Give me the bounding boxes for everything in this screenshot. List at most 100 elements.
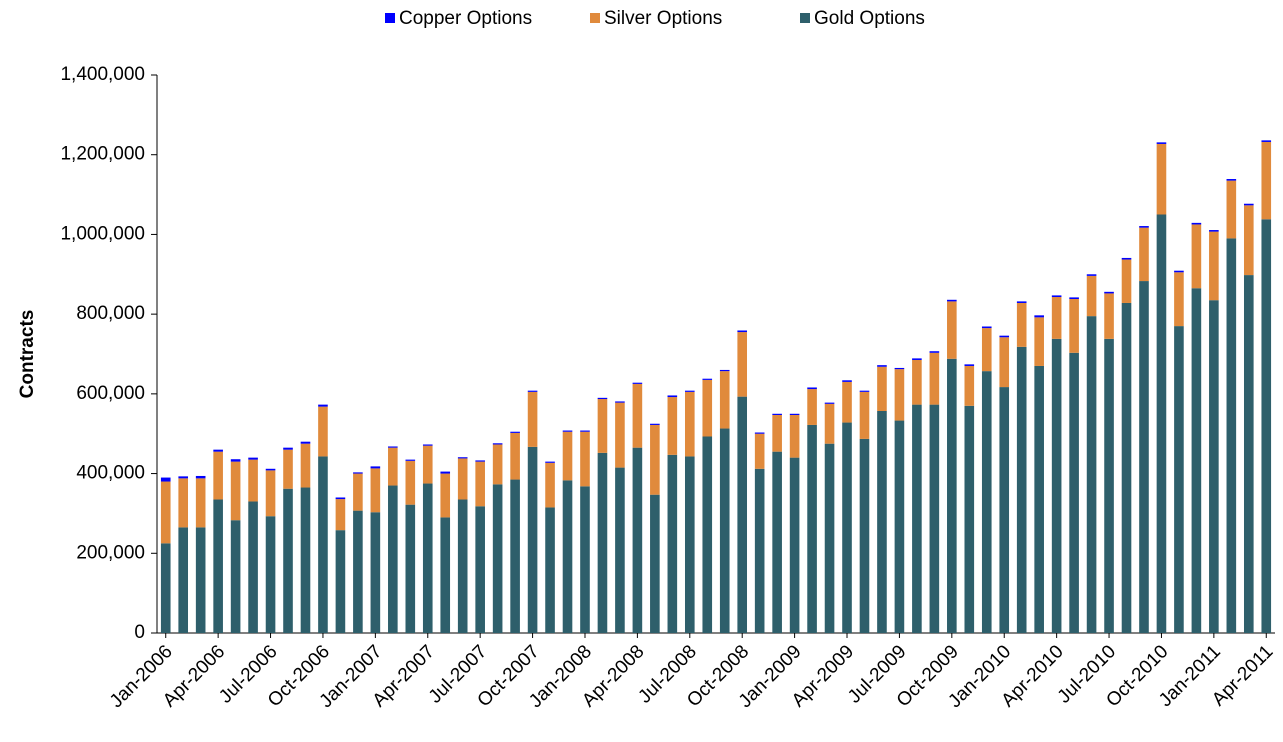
bar-segment (405, 460, 416, 505)
y-tick-label: 1,000,000 (60, 223, 145, 244)
bar-segment (912, 358, 922, 360)
bar-segment (318, 406, 328, 457)
bar-segment (597, 452, 608, 633)
legend-swatch (800, 13, 810, 23)
legend-label: Copper Options (399, 8, 532, 29)
bar-segment (1016, 346, 1027, 633)
bar-segment (527, 446, 538, 633)
bar-segment (719, 369, 730, 372)
bar-segment (195, 478, 206, 528)
bar-segment (213, 499, 223, 633)
bar-segment (1261, 140, 1272, 142)
bar-segment (859, 438, 870, 633)
bar-segment (650, 423, 660, 425)
bar-segment (615, 402, 625, 468)
bar-segment (1086, 316, 1097, 633)
bar-segment (912, 404, 922, 633)
bar-segment (684, 390, 695, 392)
bar-segment (615, 401, 625, 403)
y-tick-label: 1,400,000 (60, 64, 145, 85)
bar-segment (947, 358, 957, 633)
bar-segment (1104, 291, 1114, 294)
bar-segment (440, 473, 451, 518)
bar-segment (562, 480, 573, 633)
bar-segment (318, 404, 328, 407)
bar-segment (1156, 214, 1167, 633)
bar-segment (894, 367, 905, 370)
bar-segment (702, 379, 713, 437)
bar-segment (981, 328, 992, 372)
bar-segment (1191, 288, 1202, 633)
bar-segment (422, 483, 433, 633)
bar-segment (1226, 238, 1237, 633)
bar-segment (1209, 230, 1219, 232)
bar-segment (981, 371, 992, 633)
bar-segment (615, 467, 625, 633)
bar-segment (947, 301, 957, 359)
bar-segment (300, 443, 311, 488)
bar-segment (562, 431, 573, 481)
y-tick-label: 600,000 (76, 383, 145, 404)
bar-segment (475, 461, 485, 507)
bar-segment (754, 433, 765, 469)
bar-segment (1174, 270, 1184, 273)
bar-segment (492, 484, 503, 633)
bar-segment (195, 527, 206, 633)
legend-swatch (385, 13, 395, 23)
bar-segment (1226, 180, 1237, 239)
bar-segment (789, 413, 800, 415)
bar-segment (772, 451, 782, 633)
bar-segment (667, 397, 678, 455)
bar-segment (195, 475, 206, 479)
bar-segment (1209, 231, 1219, 301)
bar-segment (1051, 297, 1062, 339)
bar-segment (265, 468, 276, 471)
bar-segment (527, 390, 538, 392)
legend-label: Gold Options (814, 8, 925, 29)
bar-segment (824, 443, 835, 633)
bar-segment (160, 543, 171, 633)
bar-segment (1034, 315, 1044, 318)
bar-segment (1156, 143, 1167, 215)
y-tick-label: 800,000 (76, 303, 145, 324)
bar-segment (597, 399, 608, 453)
bar-segment (457, 457, 468, 459)
bar-segment (737, 330, 748, 333)
bar-segment (545, 462, 555, 508)
bar-segment (650, 424, 660, 495)
bar-segment (562, 430, 573, 432)
bar-segment (353, 473, 363, 511)
bar-segment (440, 471, 451, 474)
bar-segment (230, 461, 241, 521)
bar-segment (318, 456, 328, 633)
bar-segment (353, 472, 363, 474)
bar-segment (388, 447, 398, 486)
bar-segment (737, 332, 748, 397)
bar-segment (370, 466, 381, 469)
bar-segment (632, 382, 643, 384)
bar-segment (475, 506, 485, 633)
bar-segment (1191, 224, 1202, 289)
bar-segment (492, 443, 503, 445)
bar-segment (1034, 365, 1044, 633)
bar-segment (492, 444, 503, 485)
bar-segment (1191, 222, 1202, 225)
bar-segment (370, 512, 381, 633)
bar-segment (545, 507, 555, 633)
bar-segment (772, 414, 782, 452)
bar-segment (807, 424, 817, 633)
bar-segment (510, 431, 520, 433)
bar-segment (527, 391, 538, 447)
bar-segment (947, 299, 957, 302)
bar-segment (824, 402, 835, 404)
bar-segment (457, 499, 468, 633)
y-tick-label: 1,200,000 (60, 144, 145, 165)
bar-segment (1069, 298, 1079, 353)
bar-segment (440, 517, 451, 633)
bar-segment (283, 488, 293, 633)
bar-segment (842, 380, 852, 382)
bar-segment (964, 364, 975, 366)
bar-segment (457, 458, 468, 500)
bar-segment (999, 337, 1010, 388)
